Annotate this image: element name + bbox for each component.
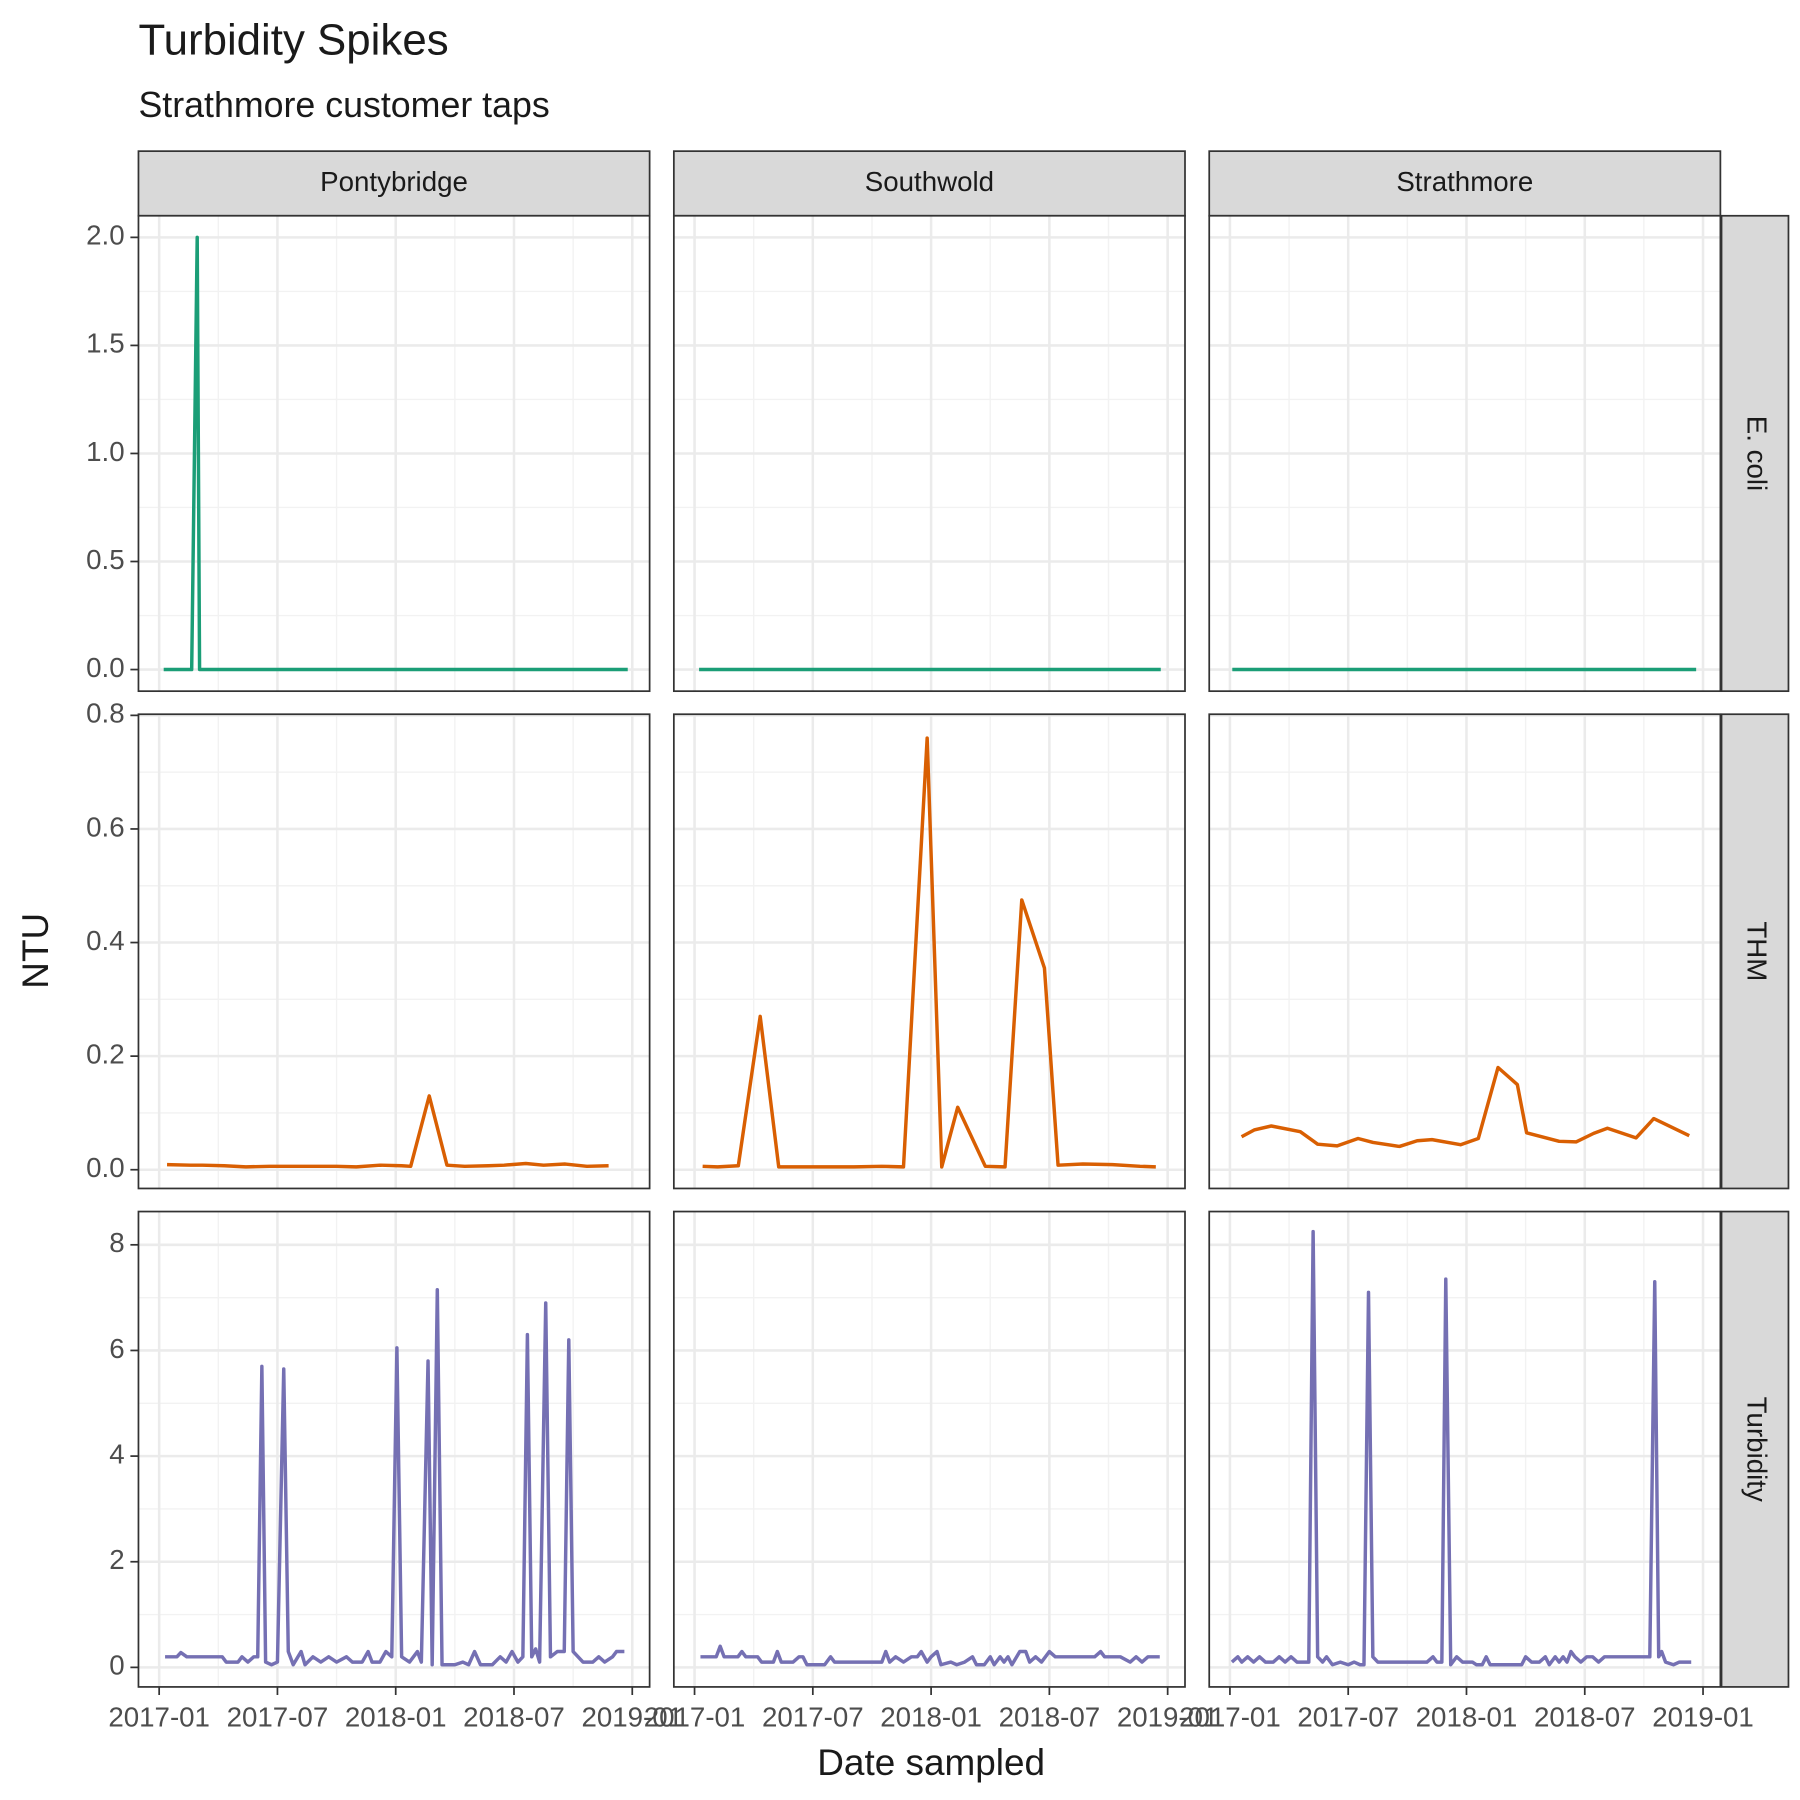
panel-border [1208,713,1722,1190]
x-tick-label: 2018-07 [1534,1702,1636,1733]
line [702,736,1156,1169]
y-tick-label: 1.5 [86,328,125,359]
panel [137,1210,651,1688]
panel [672,1210,1186,1688]
y-tick-label: 0.6 [86,811,125,842]
panel-border [1208,214,1722,693]
strip [1720,1210,1790,1688]
x-tick-label: 2018-01 [345,1702,447,1733]
line [1230,1229,1692,1667]
y-tick-label: 2.0 [86,220,125,251]
strip [1720,713,1790,1190]
panel-border [672,214,1186,693]
panel [672,713,1186,1190]
strip [137,150,651,217]
x-tick-label: 2017-01 [108,1702,210,1733]
y-tick-label: 1.0 [86,436,125,467]
x-tick-label: 2019-01 [581,1702,683,1733]
y-axis-label: NTU [15,913,56,989]
y-tick-label: 8 [109,1227,124,1258]
panel-border [137,1210,651,1688]
x-tick-label: 2017-07 [227,1702,329,1733]
strip-label: Southwold [865,166,994,197]
x-tick-label: 2019-01 [1652,1702,1754,1733]
panel-border [672,1210,1186,1688]
panel-border [1208,1210,1722,1688]
strip-label: Turbidity [1742,1397,1773,1502]
x-tick-label: 2018-07 [463,1702,565,1733]
y-tick-label: 0 [109,1650,124,1681]
x-axis-label: Date sampled [817,1742,1045,1783]
line [700,1644,1160,1667]
strip-label: E. coli [1742,416,1773,491]
panel [1208,214,1722,693]
y-tick-label: 2 [109,1544,124,1575]
x-tick-label: 2018-07 [999,1702,1101,1733]
panel [137,713,651,1190]
panel-border [672,713,1186,1190]
panel [1208,1210,1722,1688]
y-tick-label: 0.8 [86,698,125,729]
line [1240,1065,1690,1149]
chart-subtitle: Strathmore customer taps [138,85,549,125]
line [163,235,628,672]
x-tick-label: 2019-01 [1117,1702,1219,1733]
panel [137,214,651,693]
strip [672,150,1186,217]
y-tick-label: 4 [109,1438,124,1469]
panel-background [673,1211,1185,1687]
x-tick-label: 2017-07 [762,1702,864,1733]
x-tick-label: 2017-01 [644,1702,746,1733]
strip [1208,150,1722,217]
y-tick-label: 0.0 [86,1152,125,1183]
panel-background [138,714,650,1189]
y-tick-label: 6 [109,1333,124,1364]
strip-label: Pontybridge [320,166,468,197]
panel-border [137,713,651,1190]
y-tick-label: 0.5 [86,544,125,575]
x-tick-label: 2017-07 [1297,1702,1399,1733]
panel-background [1209,714,1721,1189]
line [165,1287,625,1667]
line [167,1094,609,1169]
x-tick-label: 2017-01 [1179,1702,1281,1733]
strip-label: Strathmore [1396,166,1533,197]
strip-label: THM [1742,921,1773,981]
panel [672,214,1186,693]
panel [1208,713,1722,1190]
y-tick-label: 0.0 [86,652,125,683]
y-tick-label: 0.4 [86,925,125,956]
strip [1720,214,1790,693]
x-tick-label: 2018-01 [1416,1702,1518,1733]
panel-background [1209,1211,1721,1687]
y-tick-label: 0.2 [86,1038,125,1069]
x-tick-label: 2018-01 [880,1702,982,1733]
chart-title: Turbidity Spikes [138,15,448,64]
